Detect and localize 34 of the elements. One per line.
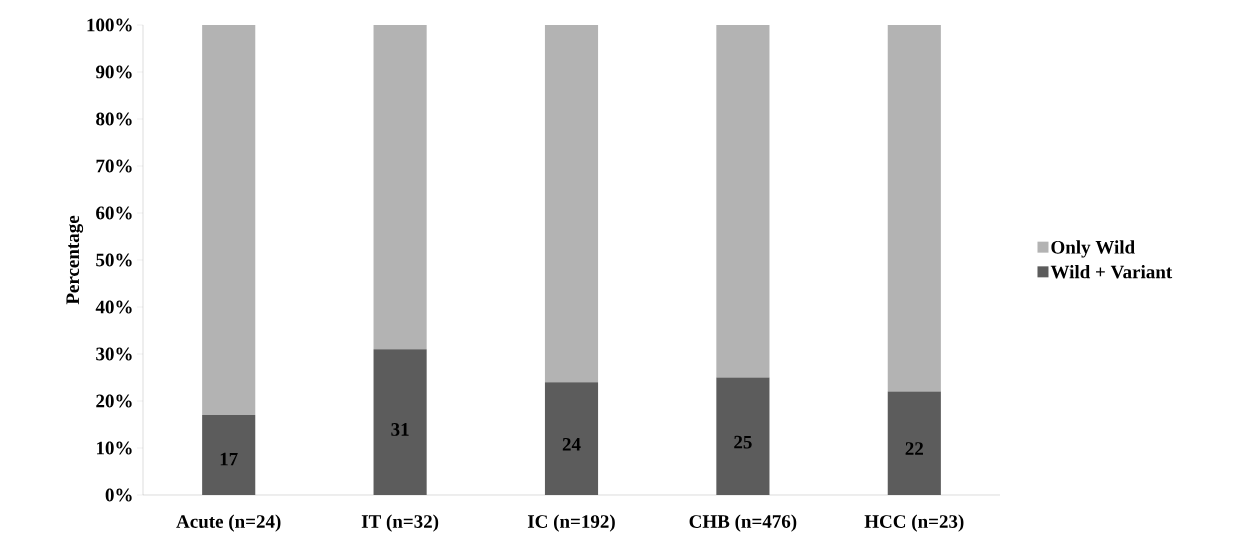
bar	[716, 377, 770, 495]
x-tick-label: Acute (n=24)	[176, 514, 281, 532]
bar	[373, 349, 427, 495]
bar	[202, 24, 256, 416]
data-label: 17	[220, 452, 238, 466]
y-tick-label: 90%	[95, 65, 132, 79]
data-label: 24	[562, 437, 581, 451]
y-axis-title: Percentage	[66, 215, 84, 305]
y-tick-label: 60%	[96, 206, 132, 220]
x-tick-label: IC (n=192)	[527, 514, 615, 532]
data-label: 31	[391, 423, 409, 436]
y-tick-label: 80%	[96, 112, 132, 126]
x-tick-label: IT (n=32)	[361, 514, 439, 532]
x-tick-label: CHB (n=476)	[689, 514, 797, 532]
data-label: 25	[734, 435, 752, 449]
bar	[887, 24, 941, 392]
y-tick-label: 20%	[96, 394, 132, 408]
bar	[202, 415, 256, 495]
legend-label: Only Wild	[1051, 240, 1135, 258]
y-tick-label: 50%	[96, 253, 132, 267]
bar	[544, 382, 599, 495]
y-tick-label: 30%	[96, 347, 132, 361]
bar	[887, 391, 941, 495]
bar	[373, 24, 427, 350]
y-tick-label: 70%	[96, 159, 132, 173]
y-tick-label: 40%	[95, 300, 132, 314]
y-tick-label: 0%	[105, 488, 132, 502]
bar	[544, 24, 599, 383]
bar	[716, 24, 770, 378]
data-label: 22	[905, 442, 923, 455]
y-tick-label: 10%	[96, 441, 132, 455]
x-tick-label: HCC (n=23)	[864, 514, 964, 532]
legend-label: Wild + Variant	[1050, 265, 1173, 279]
y-tick-label: 100%	[87, 18, 132, 32]
